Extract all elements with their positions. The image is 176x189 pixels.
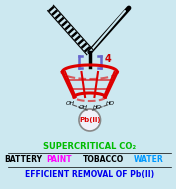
Text: HO: HO bbox=[106, 101, 115, 106]
Text: BATTERY: BATTERY bbox=[4, 155, 42, 164]
Text: Pb(II): Pb(II) bbox=[79, 117, 100, 123]
Text: 4: 4 bbox=[104, 54, 111, 64]
Text: TOBACCO: TOBACCO bbox=[83, 155, 124, 164]
Text: WATER: WATER bbox=[134, 155, 164, 164]
Text: OH: OH bbox=[66, 101, 75, 106]
Text: HO: HO bbox=[93, 105, 102, 110]
Text: PAINT: PAINT bbox=[47, 155, 72, 164]
Text: SUPERCRITICAL CO₂: SUPERCRITICAL CO₂ bbox=[43, 142, 136, 151]
Text: EFFICIENT REMOVAL OF Pb(II): EFFICIENT REMOVAL OF Pb(II) bbox=[25, 170, 154, 179]
Text: OH: OH bbox=[78, 105, 87, 110]
Circle shape bbox=[79, 109, 100, 131]
